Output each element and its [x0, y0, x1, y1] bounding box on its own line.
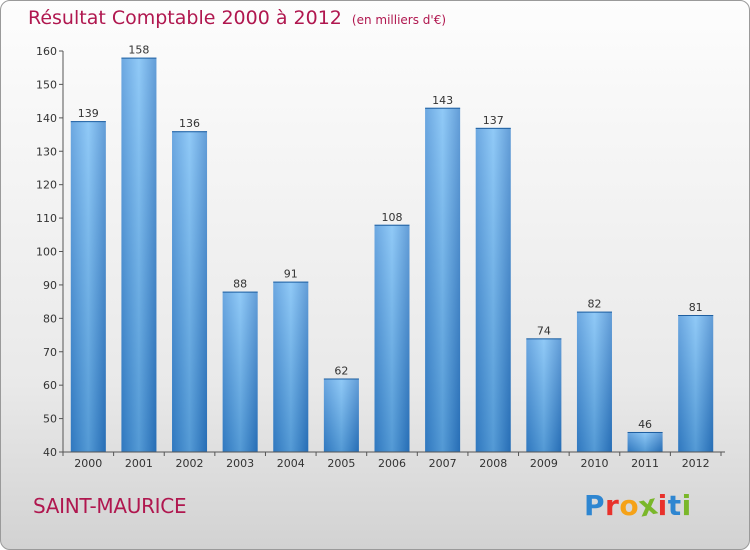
x-tick-label: 2002	[176, 457, 204, 470]
x-tick-label: 2004	[277, 457, 305, 470]
chart-title-text: Résultat Comptable 2000 à 2012	[28, 7, 342, 29]
bar-shade-2011	[627, 431, 663, 452]
x-tick-label: 2000	[74, 457, 102, 470]
bar-shade-2002	[172, 131, 208, 452]
y-tick-label: 140	[36, 112, 57, 125]
y-tick-label: 40	[43, 446, 57, 459]
data-label: 81	[689, 301, 703, 314]
x-tick-label: 2009	[530, 457, 558, 470]
proxiti-logo-letter: r	[605, 489, 620, 522]
bar-shade-2003	[222, 291, 258, 452]
y-tick-label: 160	[36, 45, 57, 58]
bar-shade-2007	[425, 107, 461, 452]
chart-subtitle: (en milliers d'€)	[351, 13, 447, 27]
data-label: 108	[382, 211, 403, 224]
y-tick-label: 110	[36, 212, 57, 225]
data-label: 137	[483, 114, 504, 127]
proxiti-logo-letter: i	[681, 489, 692, 522]
x-axis: 2000 2001 2002 2003 2004 2005 2006 2007 2008 2009…	[59, 451, 725, 470]
bar-shade-2001	[121, 57, 157, 452]
y-tick-label: 70	[43, 346, 57, 359]
data-label: 82	[587, 298, 601, 311]
x-tick-label: 2008	[479, 457, 507, 470]
proxiti-logo-letter: P	[584, 489, 606, 522]
bar-shade-2005	[323, 378, 359, 452]
data-label: 158	[128, 44, 149, 57]
proxiti-logo: Proxiti	[584, 487, 692, 523]
y-tick-label: 60	[43, 379, 57, 392]
y-tick-label: 80	[43, 312, 57, 325]
proxiti-logo-letter: i	[657, 489, 668, 522]
data-label: 46	[638, 418, 652, 431]
y-tick-label: 150	[36, 78, 57, 91]
y-axis: 40 50 60 70 80 90 100 110 120 130 140 150 160	[36, 45, 64, 459]
bar-shade-2009	[526, 338, 562, 452]
x-tick-label: 2003	[226, 457, 254, 470]
data-label: 74	[537, 324, 551, 337]
x-tick-label: 2011	[631, 457, 659, 470]
data-label: 139	[78, 107, 99, 120]
bar-shade-2012	[678, 314, 714, 452]
place-name: SAINT-MAURICE	[33, 494, 187, 518]
bar-shade-2000	[70, 121, 106, 453]
bars: 139 158 136 88 91 62 108 143 137 74 82 46 81	[70, 44, 714, 453]
x-tick-label: 2012	[682, 457, 710, 470]
chart-title: Résultat Comptable 2000 à 2012 (en millie…	[28, 7, 446, 29]
data-label: 62	[334, 364, 348, 377]
bar-shade-2010	[576, 311, 612, 452]
proxiti-logo-letter: t	[667, 489, 682, 522]
y-tick-label: 120	[36, 179, 57, 192]
bar-shade-2004	[273, 281, 309, 452]
bar-shade-2006	[374, 224, 410, 452]
y-tick-label: 100	[36, 246, 57, 259]
x-tick-label: 2005	[327, 457, 355, 470]
y-tick-label: 130	[36, 145, 57, 158]
x-tick-label: 2007	[429, 457, 457, 470]
data-label: 143	[432, 94, 453, 107]
y-tick-label: 90	[43, 279, 57, 292]
x-tick-label: 2001	[125, 457, 153, 470]
x-tick-label: 2010	[580, 457, 608, 470]
y-tick-label: 50	[43, 413, 57, 426]
data-label: 88	[233, 278, 247, 291]
x-tick-label: 2006	[378, 457, 406, 470]
bar-shade-2008	[475, 127, 511, 452]
proxiti-logo-letter: o	[619, 489, 640, 522]
data-label: 136	[179, 117, 200, 130]
data-label: 91	[284, 268, 298, 281]
